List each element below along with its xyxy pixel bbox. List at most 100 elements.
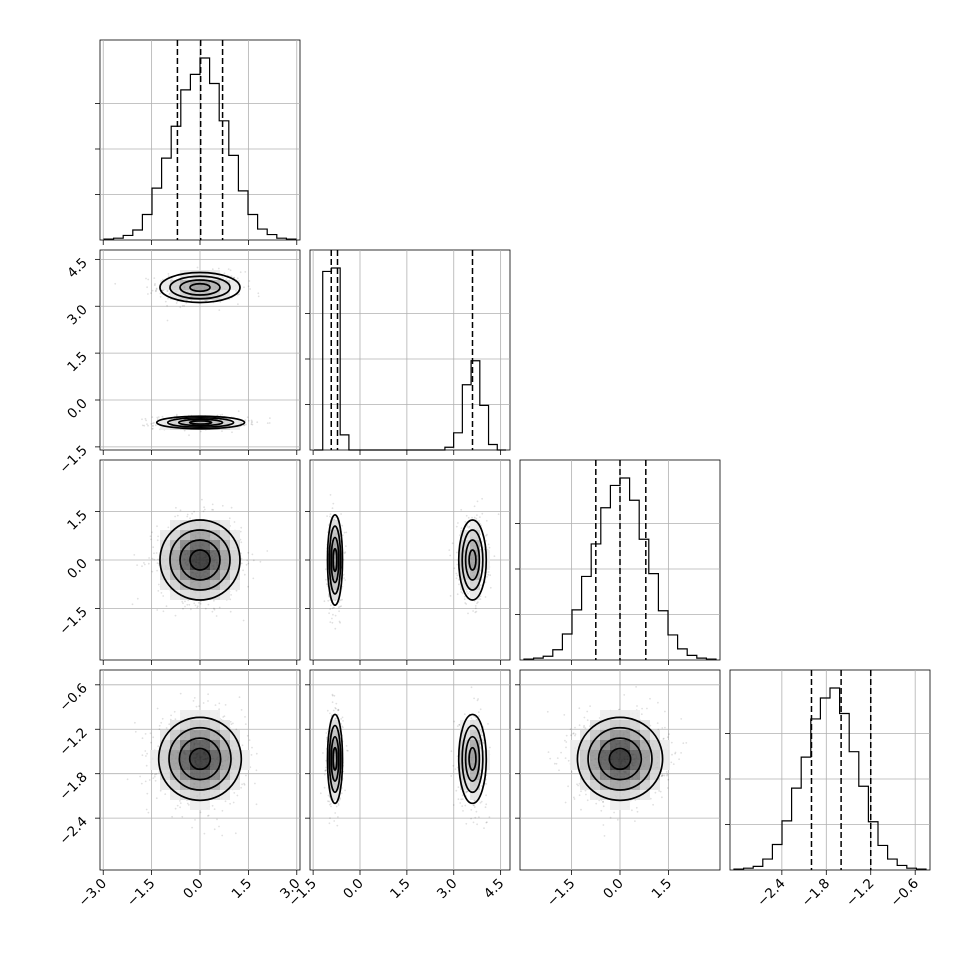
scatter-point — [144, 733, 147, 735]
scatter-point — [327, 800, 329, 803]
scatter-point — [136, 597, 139, 600]
scatter-point — [151, 570, 154, 573]
scatter-point — [139, 775, 142, 778]
scatter-point — [461, 592, 464, 595]
scatter-point — [255, 769, 258, 772]
scatter-point — [146, 792, 149, 795]
scatter-point — [347, 749, 349, 752]
scatter-point — [345, 531, 348, 534]
scatter-point — [198, 705, 201, 707]
scatter-point — [151, 422, 154, 425]
scatter-point — [144, 750, 147, 752]
scatter-point — [250, 423, 253, 426]
scatter-point — [203, 508, 206, 511]
scatter-panel-3-0 — [95, 669, 301, 875]
scatter-point — [213, 828, 216, 831]
scatter-point — [217, 267, 220, 270]
scatter-point — [248, 280, 251, 282]
scatter-point — [333, 694, 336, 697]
scatter-point — [202, 510, 205, 513]
scatter-point — [155, 287, 158, 290]
scatter-point — [233, 792, 236, 794]
scatter-point — [156, 416, 159, 419]
scatter-point — [148, 557, 151, 559]
scatter-point — [154, 779, 157, 782]
scatter-point — [470, 809, 473, 811]
scatter-point — [244, 419, 247, 422]
scatter-point — [343, 577, 345, 579]
scatter-point — [182, 607, 184, 610]
scatter-point — [229, 720, 232, 723]
scatter-point — [153, 277, 156, 279]
scatter-point — [162, 595, 165, 597]
scatter-point — [329, 604, 332, 607]
scatter-point — [224, 704, 227, 706]
scatter-point — [153, 558, 156, 561]
scatter-point — [336, 824, 339, 827]
scatter-point — [141, 418, 143, 421]
scatter-point — [243, 424, 246, 427]
scatter-point — [231, 431, 233, 434]
scatter-point — [448, 549, 451, 551]
scatter-point — [456, 725, 459, 727]
scatter-point — [484, 596, 487, 598]
scatter-point — [329, 494, 332, 496]
scatter-point — [466, 526, 469, 528]
scatter-point — [486, 821, 488, 824]
scatter-point — [153, 284, 156, 287]
scatter-point — [345, 545, 347, 547]
scatter-point — [241, 744, 244, 747]
scatter-point — [214, 704, 217, 706]
scatter-point — [151, 773, 153, 775]
scatter-point — [477, 601, 479, 603]
scatter-point — [145, 755, 147, 757]
scatter-point — [455, 525, 458, 528]
scatter-point — [204, 300, 207, 302]
scatter-point — [489, 586, 492, 589]
scatter-point — [181, 815, 184, 818]
scatter-point — [485, 519, 488, 522]
scatter-point — [153, 421, 155, 424]
scatter-point — [204, 607, 207, 610]
scatter-point — [259, 560, 262, 563]
scatter-point — [143, 562, 145, 564]
scatter-point — [456, 574, 459, 577]
scatter-point — [159, 295, 162, 298]
scatter-point — [328, 822, 331, 825]
scatter-point — [179, 692, 182, 695]
scatter-point — [166, 304, 169, 307]
scatter-point — [329, 608, 332, 610]
scatter-point — [151, 425, 154, 427]
scatter-point — [333, 820, 336, 822]
scatter-point — [156, 609, 159, 611]
scatter-point — [328, 803, 331, 806]
scatter-point — [455, 551, 458, 554]
scatter-point — [457, 798, 460, 801]
scatter-point — [151, 289, 154, 292]
scatter-point — [199, 811, 202, 814]
scatter-point — [160, 721, 163, 724]
scatter-point — [251, 553, 254, 556]
scatter-point — [155, 289, 157, 292]
scatter-point — [340, 792, 343, 795]
scatter-point — [207, 603, 210, 606]
scatter-point — [483, 827, 485, 829]
scatter-point — [467, 516, 470, 519]
scatter-point — [134, 730, 137, 733]
hist-panel-1 — [305, 249, 511, 455]
scatter-point — [151, 427, 154, 430]
scatter-point — [474, 816, 477, 819]
scatter-point — [325, 583, 328, 585]
scatter-point — [246, 559, 249, 562]
scatter-point — [329, 621, 332, 623]
scatter-point — [489, 746, 491, 749]
scatter-point — [344, 579, 347, 581]
scatter-point — [211, 268, 214, 271]
scatter-point — [331, 617, 333, 620]
scatter-panel-2-1 — [305, 459, 511, 665]
scatter-point — [476, 699, 479, 702]
scatter-point — [164, 300, 167, 303]
density-cell — [210, 540, 220, 550]
scatter-point — [114, 282, 117, 285]
scatter-point — [465, 822, 468, 825]
